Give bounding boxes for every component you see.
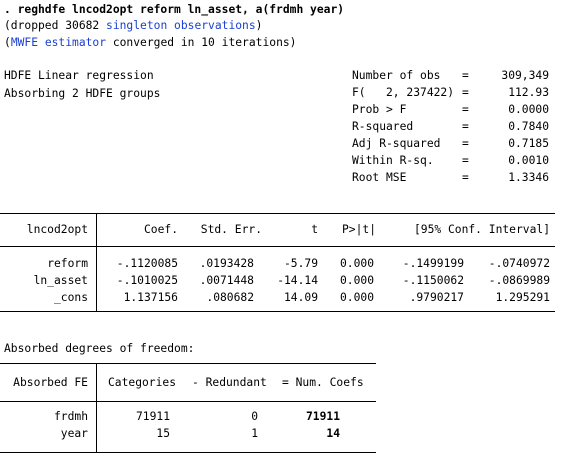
cell-ci-low: -.1150062 bbox=[402, 274, 464, 287]
stat-label: Within R-sq. bbox=[352, 154, 434, 167]
absorbed-title: Absorbed degrees of freedom: bbox=[4, 342, 195, 355]
stat-equals: = bbox=[462, 86, 469, 99]
cell-ci-low: .9790217 bbox=[409, 291, 464, 304]
cell-t: -5.79 bbox=[283, 257, 318, 270]
stat-equals: = bbox=[462, 137, 469, 150]
col-header-t: t bbox=[311, 223, 318, 236]
col-header-ci: [95% Conf. Interval] bbox=[413, 223, 550, 236]
dropped-note: (dropped 30682 singleton observations) bbox=[4, 19, 262, 33]
absorbed-divider bbox=[96, 363, 97, 452]
absorbed-top-rule bbox=[0, 363, 376, 364]
cell-ci-high: 1.295291 bbox=[495, 291, 550, 304]
stat-value: 309,349 bbox=[501, 69, 549, 82]
table-top-rule bbox=[0, 213, 555, 214]
absorbed-header-rule bbox=[0, 401, 376, 402]
singleton-observations-link[interactable]: singleton observations bbox=[106, 19, 256, 32]
col-header-stderr: Std. Err. bbox=[200, 223, 262, 236]
stat-equals: = bbox=[462, 69, 469, 82]
cell-p: 0.000 bbox=[339, 257, 374, 270]
cell-stderr: .080682 bbox=[206, 291, 254, 304]
cell-ci-high: -.0869989 bbox=[488, 274, 550, 287]
cell-categories: 71911 bbox=[135, 410, 170, 423]
stat-value: 0.7185 bbox=[508, 137, 549, 150]
stat-value: 0.0010 bbox=[508, 154, 549, 167]
row-name: _cons bbox=[53, 291, 88, 304]
stat-equals: = bbox=[462, 103, 469, 116]
cell-num-coefs: 71911 bbox=[305, 410, 340, 423]
col-header-redundant: - Redundant bbox=[192, 376, 267, 389]
cell-coef: -.1010025 bbox=[116, 274, 178, 287]
stat-label: Number of obs bbox=[352, 69, 441, 82]
stat-label: Prob > F bbox=[352, 103, 407, 116]
cell-redundant: 1 bbox=[251, 427, 258, 440]
col-header-num-coefs: = Num. Coefs bbox=[282, 376, 364, 389]
cell-redundant: 0 bbox=[251, 410, 258, 423]
dropped-note-prefix: (dropped 30682 bbox=[4, 19, 107, 32]
cell-coef: 1.137156 bbox=[123, 291, 178, 304]
stat-value: 0.7840 bbox=[508, 120, 549, 133]
row-name: ln_asset bbox=[33, 274, 88, 287]
cell-ci-low: -.1499199 bbox=[402, 257, 464, 270]
col-header-p: P>|t| bbox=[341, 223, 376, 236]
mwfe-note-prefix: ( bbox=[4, 36, 11, 49]
stat-equals: = bbox=[462, 120, 469, 133]
stat-value: 0.0000 bbox=[508, 103, 549, 116]
row-name: reform bbox=[47, 257, 88, 270]
stat-label: R-squared bbox=[352, 120, 414, 133]
dropped-note-suffix: ) bbox=[255, 19, 263, 32]
stat-equals: = bbox=[462, 171, 469, 184]
absorbing-note: Absorbing 2 HDFE groups bbox=[4, 87, 161, 100]
table-header-rule bbox=[0, 246, 555, 247]
cell-p: 0.000 bbox=[339, 291, 374, 304]
model-title: HDFE Linear regression bbox=[4, 69, 154, 82]
cell-categories: 15 bbox=[156, 427, 170, 440]
cell-num-coefs: 14 bbox=[326, 427, 340, 440]
stat-value: 112.93 bbox=[508, 86, 549, 99]
cell-ci-high: -.0740972 bbox=[488, 257, 550, 270]
stat-label: F( 2, 237422) bbox=[352, 86, 455, 99]
cell-stderr: .0193428 bbox=[199, 257, 254, 270]
row-name: frdmh bbox=[53, 410, 88, 423]
cell-coef: -.1120085 bbox=[116, 257, 178, 270]
mwfe-note-suffix: converged in 10 iterations) bbox=[106, 36, 297, 49]
cell-t: 14.09 bbox=[283, 291, 318, 304]
col-header-categories: Categories bbox=[108, 376, 177, 389]
stat-label: Root MSE bbox=[352, 171, 407, 184]
col-header-coef: Coef. bbox=[143, 223, 178, 236]
stat-label: Adj R-squared bbox=[352, 137, 441, 150]
table-bottom-rule bbox=[0, 311, 555, 312]
absorbed-bottom-rule bbox=[0, 452, 376, 453]
cell-t: -14.14 bbox=[277, 274, 318, 287]
mwfe-estimator-link[interactable]: MWFE estimator bbox=[10, 36, 107, 49]
command-line: . reghdfe lncod2opt reform ln_asset, a(f… bbox=[4, 3, 345, 16]
depvar-label: lncod2opt bbox=[26, 223, 88, 236]
cell-stderr: .0071448 bbox=[199, 274, 254, 287]
col-header-absorbed-fe: Absorbed FE bbox=[13, 376, 88, 389]
stat-value: 1.3346 bbox=[508, 171, 549, 184]
stat-equals: = bbox=[462, 154, 469, 167]
table-divider bbox=[96, 213, 97, 311]
mwfe-note: (MWFE estimator converged in 10 iteratio… bbox=[4, 36, 296, 50]
row-name: year bbox=[60, 427, 88, 440]
cell-p: 0.000 bbox=[339, 274, 374, 287]
